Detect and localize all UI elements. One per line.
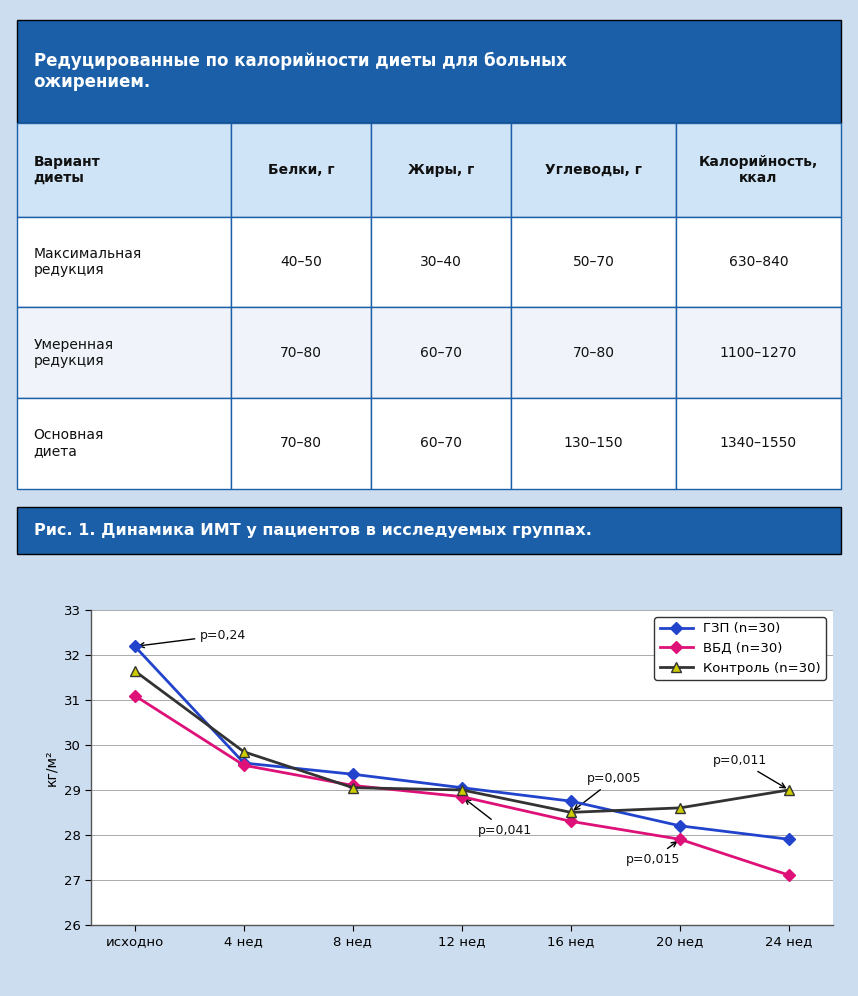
- FancyBboxPatch shape: [232, 124, 372, 217]
- FancyBboxPatch shape: [372, 124, 511, 217]
- FancyBboxPatch shape: [511, 124, 676, 217]
- Text: 1100–1270: 1100–1270: [720, 346, 797, 360]
- Text: 30–40: 30–40: [420, 255, 462, 269]
- Text: 50–70: 50–70: [573, 255, 614, 269]
- Text: Белки, г: Белки, г: [268, 163, 335, 177]
- Text: 130–150: 130–150: [564, 436, 624, 450]
- FancyBboxPatch shape: [17, 507, 841, 554]
- Text: 1340–1550: 1340–1550: [720, 436, 797, 450]
- Text: Углеводы, г: Углеводы, г: [545, 163, 643, 177]
- Text: Основная
диета: Основная диета: [33, 428, 104, 458]
- FancyBboxPatch shape: [17, 124, 232, 217]
- Text: 630–840: 630–840: [728, 255, 789, 269]
- FancyBboxPatch shape: [676, 398, 841, 489]
- FancyBboxPatch shape: [372, 398, 511, 489]
- Text: 70–80: 70–80: [281, 436, 323, 450]
- FancyBboxPatch shape: [232, 217, 372, 308]
- FancyBboxPatch shape: [676, 217, 841, 308]
- Text: Умеренная
редукция: Умеренная редукция: [33, 338, 114, 368]
- Text: Вариант
диеты: Вариант диеты: [33, 154, 100, 185]
- Text: 60–70: 60–70: [420, 346, 462, 360]
- FancyBboxPatch shape: [17, 308, 232, 398]
- Text: 60–70: 60–70: [420, 436, 462, 450]
- Text: Максимальная
редукция: Максимальная редукция: [33, 247, 142, 277]
- FancyBboxPatch shape: [372, 308, 511, 398]
- FancyBboxPatch shape: [232, 308, 372, 398]
- FancyBboxPatch shape: [372, 217, 511, 308]
- FancyBboxPatch shape: [511, 217, 676, 308]
- FancyBboxPatch shape: [511, 308, 676, 398]
- FancyBboxPatch shape: [17, 217, 232, 308]
- FancyBboxPatch shape: [676, 308, 841, 398]
- Text: Рис. 1. Динамика ИМТ у пациентов в исследуемых группах.: Рис. 1. Динамика ИМТ у пациентов в иссле…: [33, 523, 591, 538]
- Text: Калорийность,
ккал: Калорийность, ккал: [699, 154, 818, 185]
- Text: 70–80: 70–80: [281, 346, 323, 360]
- Text: Редуцированные по калорийности диеты для больных
ожирением.: Редуцированные по калорийности диеты для…: [33, 52, 566, 91]
- Text: 70–80: 70–80: [573, 346, 614, 360]
- FancyBboxPatch shape: [676, 124, 841, 217]
- Text: Жиры, г: Жиры, г: [408, 163, 474, 177]
- FancyBboxPatch shape: [17, 398, 232, 489]
- FancyBboxPatch shape: [17, 20, 841, 124]
- FancyBboxPatch shape: [511, 398, 676, 489]
- FancyBboxPatch shape: [232, 398, 372, 489]
- Text: 40–50: 40–50: [281, 255, 323, 269]
